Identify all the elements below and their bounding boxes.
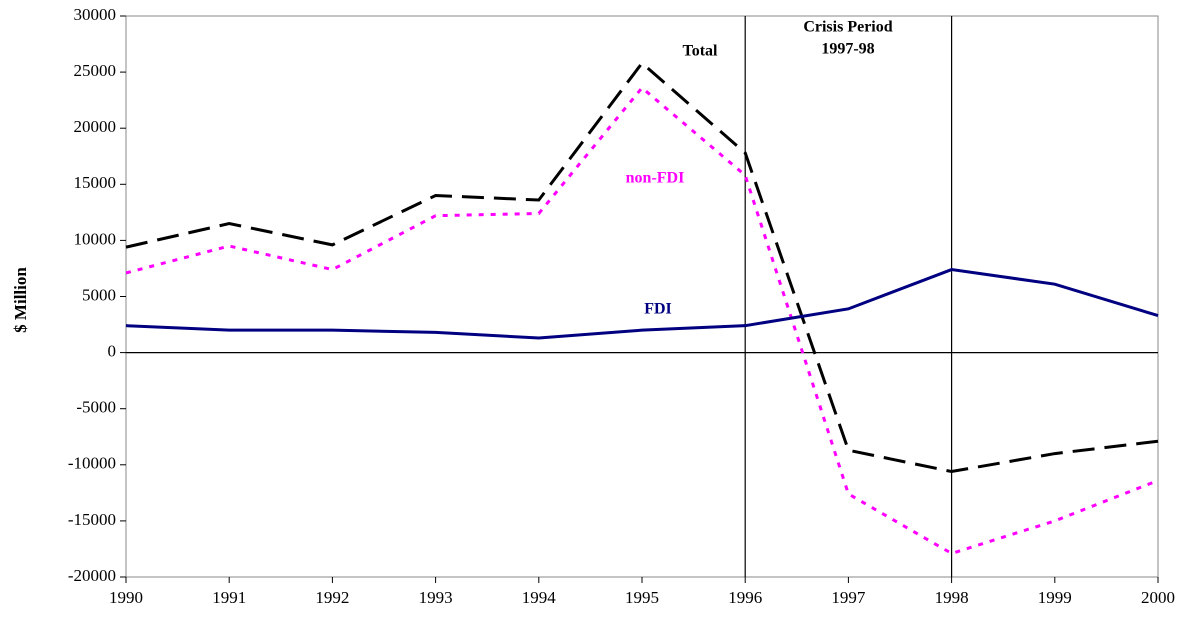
x-tick-label: 1990 xyxy=(109,588,143,607)
x-tick-label: 1994 xyxy=(522,588,557,607)
y-axis-label: $ Million xyxy=(11,267,30,333)
series-label: FDI xyxy=(644,301,672,318)
series-line xyxy=(125,60,1159,474)
y-tick-label: 15000 xyxy=(74,173,117,192)
annotation: Crisis Period xyxy=(803,19,892,36)
x-tick-label: 1998 xyxy=(935,588,969,607)
y-tick-label: 20000 xyxy=(74,117,117,136)
x-tick-label: 1991 xyxy=(212,588,246,607)
series-line xyxy=(125,85,1159,556)
series-label: non-FDI xyxy=(626,170,685,187)
x-tick-label: 2000 xyxy=(1141,588,1175,607)
x-tick-label: 1992 xyxy=(315,588,349,607)
x-tick-label: 1999 xyxy=(1038,588,1072,607)
y-tick-label: 0 xyxy=(108,342,117,361)
y-tick-label: -20000 xyxy=(68,566,116,585)
x-tick-label: 1995 xyxy=(625,588,659,607)
y-tick-label: 25000 xyxy=(74,61,117,80)
annotation: 1997-98 xyxy=(821,41,874,58)
x-tick-label: 1993 xyxy=(419,588,453,607)
x-tick-label: 1997 xyxy=(831,588,866,607)
y-tick-label: -15000 xyxy=(68,510,116,529)
y-tick-label: 30000 xyxy=(74,5,117,24)
x-tick-label: 1996 xyxy=(728,588,762,607)
plot-frame xyxy=(125,15,1159,578)
y-tick-label: 10000 xyxy=(74,229,117,248)
y-tick-label: -5000 xyxy=(76,398,116,417)
series-label: Total xyxy=(683,43,719,60)
y-tick-label: -10000 xyxy=(68,454,116,473)
series-line xyxy=(125,268,1159,340)
y-tick-label: 5000 xyxy=(82,285,116,304)
